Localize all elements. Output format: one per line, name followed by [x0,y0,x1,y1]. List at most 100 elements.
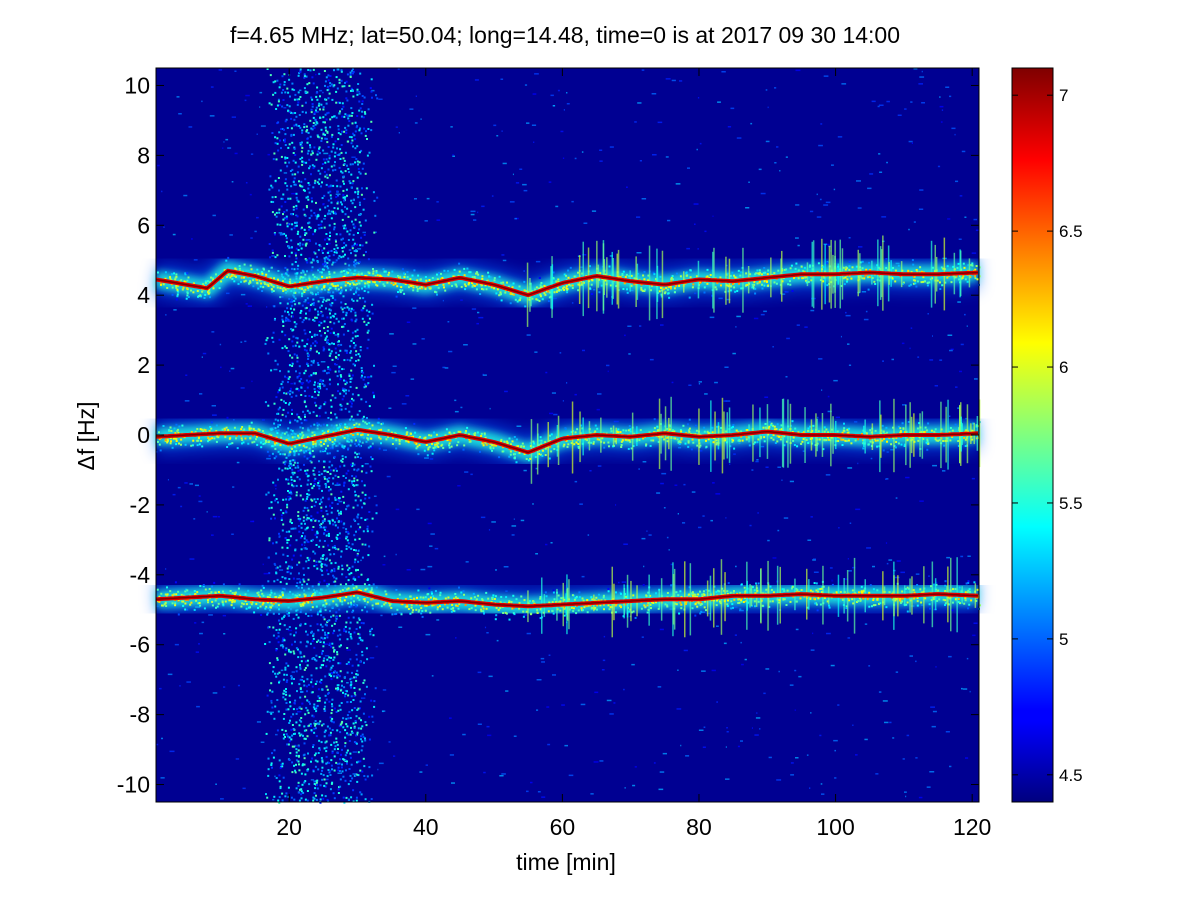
noise-speck [264,342,267,345]
noise-speck [314,340,317,343]
noise-speck [277,408,280,411]
speckle [526,790,529,793]
noise-speck [286,302,289,305]
noise-speck [307,683,310,686]
noise-speck [287,245,290,248]
noise-speck [298,72,301,75]
noise-speck [334,467,337,470]
noise-speck [357,456,359,458]
noise-speck [341,684,343,687]
trace-speck [328,287,331,290]
noise-speck [324,633,327,636]
noise-speck [315,341,318,344]
trace-speck [267,284,270,287]
trace-speck [408,283,411,286]
speckle [736,315,741,318]
noise-speck [339,689,342,692]
noise-speck [358,633,361,636]
noise-speck [317,695,320,698]
noise-speck [320,501,323,504]
trace-speck [372,280,375,283]
noise-speck [359,172,362,175]
trace-speck [480,284,483,287]
noise-speck [318,484,321,487]
speckle [716,701,718,703]
noise-speck [354,320,357,323]
noise-speck [324,133,326,136]
speckle [964,313,966,316]
noise-speck [292,733,295,735]
speckle [195,651,199,653]
noise-speck [339,148,342,151]
noise-speck [347,733,350,736]
noise-speck [304,713,307,716]
speckle [391,371,396,374]
noise-speck [350,89,352,92]
noise-speck [365,241,368,244]
speckle [198,643,200,645]
noise-speck [327,489,330,492]
noise-speck [313,559,316,562]
speckle [597,393,602,395]
noise-speck [312,68,315,71]
speckle [252,520,254,523]
noise-speck [367,329,370,332]
speckle [847,558,849,560]
noise-speck [333,769,336,772]
speckle [574,157,577,160]
trace-speck [670,277,673,279]
noise-speck [301,129,304,132]
noise-speck [344,625,347,628]
noise-speck [339,408,342,411]
speckle [939,359,943,361]
noise-speck [308,318,311,321]
speckle [794,709,796,711]
speckle [225,138,229,141]
noise-speck [271,211,274,214]
speckle [772,346,774,348]
noise-speck [281,330,284,333]
noise-speck [343,686,346,689]
speckle [885,478,887,480]
noise-speck [328,660,331,663]
noise-speck [308,228,310,231]
noise-speck [360,622,363,624]
trace-speck [345,289,347,292]
trace-speck [175,286,178,289]
speckle [377,768,379,771]
noise-speck [284,91,287,94]
trace-speck [266,283,269,286]
noise-speck [351,331,354,334]
speckle [169,750,175,753]
trace-speck [270,283,273,286]
trace-speck [412,289,415,292]
noise-speck [339,662,342,665]
trace-speck [703,286,706,289]
speckle [240,387,245,389]
noise-speck [285,582,288,585]
noise-speck [272,634,275,637]
speckle [436,219,441,221]
noise-speck [357,294,360,297]
noise-speck [302,519,305,522]
noise-speck [341,387,344,390]
speckle [549,412,554,415]
noise-speck [324,709,327,712]
speckle [523,270,525,272]
noise-speck [343,388,346,391]
speckle [259,91,263,94]
trace-speck [844,276,847,279]
speckle [749,524,752,527]
noise-speck [308,167,311,170]
speckle [823,243,828,245]
trace-speck [581,272,584,275]
noise-speck [327,199,330,202]
noise-speck [310,515,313,518]
noise-speck [298,706,301,709]
noise-speck [288,338,291,341]
noise-speck [303,537,306,540]
noise-speck [303,419,306,422]
noise-speck [326,130,329,133]
noise-speck [299,517,302,520]
noise-speck [282,461,285,464]
